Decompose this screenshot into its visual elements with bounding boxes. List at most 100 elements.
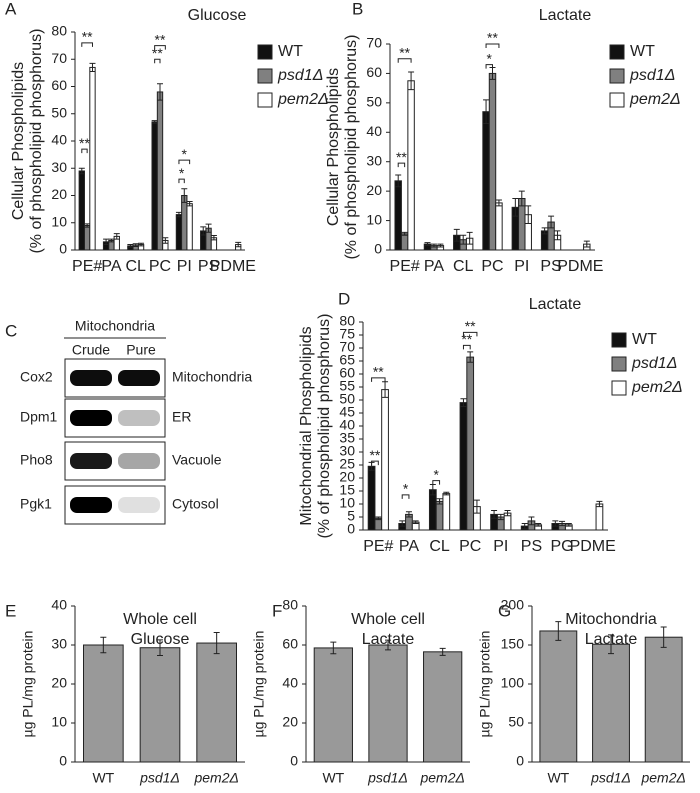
protein-label: Dpm1 <box>20 409 58 425</box>
protein-label: Cox2 <box>20 369 53 385</box>
y-tick-label: 10 <box>366 211 382 227</box>
panel-letter: C <box>5 321 17 340</box>
bar <box>459 402 468 531</box>
y-tick-label: 0 <box>290 753 298 769</box>
sig-bracket <box>462 331 478 337</box>
error-bar <box>504 510 511 517</box>
band <box>70 497 112 513</box>
y-tick-label: 10 <box>339 495 355 511</box>
y-axis-label: (% of phospholipid phosphorus) <box>343 34 360 259</box>
y-tick-label: 30 <box>51 636 67 652</box>
chart-title: Whole cell <box>351 611 425 628</box>
bar <box>428 489 437 531</box>
panel-letter: B <box>352 0 363 18</box>
x-tick-label: CL <box>429 538 450 555</box>
y-tick-label: 75 <box>339 326 355 342</box>
error-bar <box>399 520 406 527</box>
blot-header: Mitochondria <box>75 318 155 334</box>
y-tick-label: 200 <box>501 597 525 613</box>
x-tick-label: PS <box>540 258 561 275</box>
panel-letter: F <box>272 601 282 620</box>
error-bar <box>89 62 96 73</box>
sig-label: * <box>403 481 409 497</box>
y-tick-label: 0 <box>59 753 67 769</box>
error-bar <box>583 240 590 248</box>
x-tick-label: PI <box>514 258 529 275</box>
x-tick-label: PA <box>101 258 121 275</box>
y-tick-label: 55 <box>339 378 355 394</box>
sig-bracket <box>81 148 88 154</box>
error-bar <box>113 233 120 240</box>
error-bar <box>210 235 217 241</box>
x-tick-label: psd1Δ <box>139 770 180 786</box>
y-tick-label: 20 <box>282 714 298 730</box>
legend-label: WT <box>632 331 657 348</box>
sig-bracket <box>154 45 166 50</box>
bar <box>381 389 389 531</box>
x-tick-label: PI <box>177 258 192 275</box>
x-tick-label: psd1Δ <box>590 770 631 786</box>
x-tick-label: PE# <box>72 258 102 275</box>
x-tick-label: PG <box>551 538 574 555</box>
error-bar <box>127 244 134 248</box>
error-bar <box>205 223 212 233</box>
error-bar <box>175 211 182 218</box>
sig-bracket <box>485 43 500 48</box>
y-tick-label: 20 <box>339 469 355 485</box>
bar <box>175 214 183 251</box>
error-bar <box>213 632 220 655</box>
error-bar <box>412 520 419 524</box>
band <box>118 370 160 386</box>
sig-bracket <box>462 344 471 350</box>
chart-title: Whole cell <box>123 611 197 628</box>
error-bar <box>473 499 480 514</box>
panel-letter: A <box>5 0 17 18</box>
error-bar <box>528 516 535 526</box>
error-bar <box>437 243 444 248</box>
error-bar <box>84 223 91 228</box>
band <box>118 453 160 469</box>
error-bar <box>108 238 115 243</box>
sig-label: * <box>487 50 493 66</box>
error-bar <box>565 523 572 527</box>
x-tick-label: WT <box>547 770 569 786</box>
y-axis-label: (% of phospholipid phosphorus) <box>316 313 333 538</box>
band <box>70 453 112 469</box>
sig-bracket <box>81 42 93 47</box>
y-tick-label: 40 <box>282 675 298 691</box>
y-tick-label: 50 <box>508 714 524 730</box>
legend-swatch <box>611 332 627 348</box>
legend-label: pem2Δ <box>277 91 329 108</box>
error-bar <box>443 491 450 496</box>
legend-swatch <box>611 356 627 372</box>
sig-label: ** <box>373 364 384 380</box>
bar <box>186 203 193 251</box>
error-bar <box>100 636 107 654</box>
sig-label: ** <box>82 29 93 45</box>
sig-label: ** <box>465 318 476 334</box>
y-axis-label: Cellular Phospholipids <box>10 62 27 220</box>
x-tick-label: PE# <box>390 258 420 275</box>
error-bar <box>559 520 566 527</box>
bar <box>495 202 503 251</box>
bar <box>313 647 353 763</box>
y-tick-label: 70 <box>339 339 355 355</box>
bar <box>592 643 630 763</box>
compartment-label: ER <box>172 409 191 425</box>
error-bar <box>497 513 504 521</box>
sig-bracket <box>178 159 191 165</box>
x-tick-label: pem2Δ <box>193 770 238 786</box>
bar <box>595 503 604 531</box>
y-axis-label: Mitochondrial Phospholipids <box>298 326 315 525</box>
error-bar <box>200 226 207 236</box>
error-bar <box>466 231 473 245</box>
error-bar <box>555 621 562 641</box>
bar <box>442 493 451 531</box>
error-bar <box>401 231 408 236</box>
x-tick-label: PDME <box>570 538 616 555</box>
legend-swatch <box>257 44 273 60</box>
bar <box>83 644 124 763</box>
x-tick-label: PA <box>399 538 419 555</box>
sig-label: ** <box>152 45 163 61</box>
legend-label: pem2Δ <box>629 91 681 108</box>
